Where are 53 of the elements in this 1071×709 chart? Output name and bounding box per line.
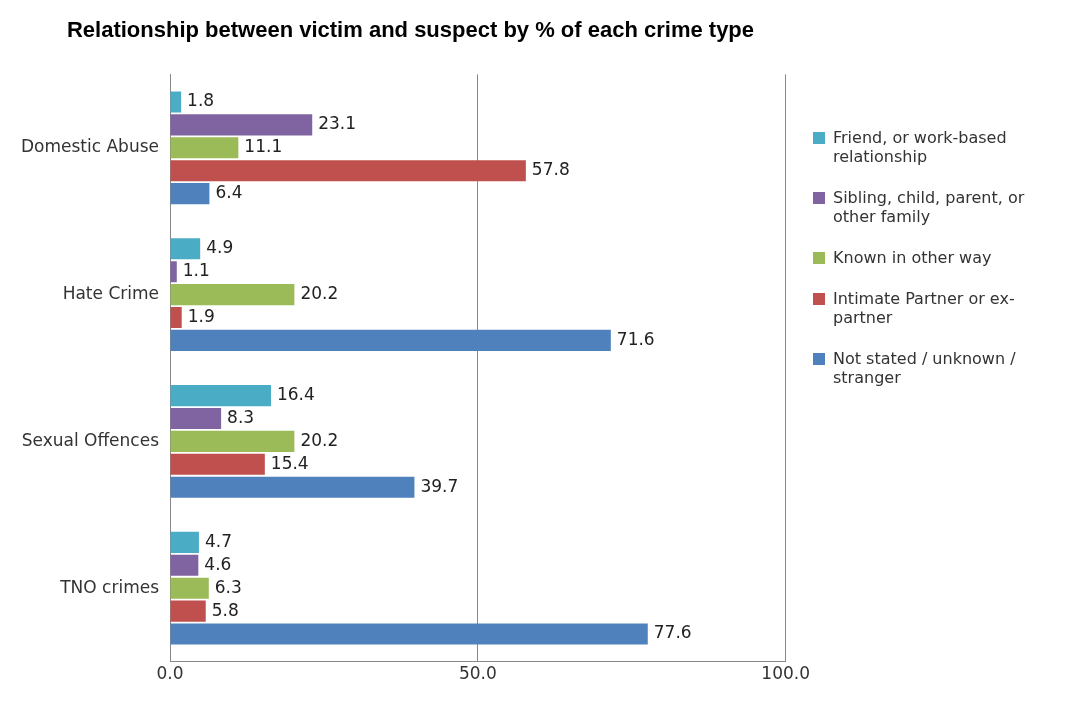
bar xyxy=(170,430,295,452)
bar xyxy=(170,407,222,430)
chart-title: Relationship between victim and suspect by % of each crime type xyxy=(66,17,755,43)
legend-label: Not stated / unknown / stranger xyxy=(833,349,1017,387)
data-label: 4.6 xyxy=(204,553,232,574)
bar xyxy=(170,554,199,576)
bar xyxy=(170,183,210,205)
bar xyxy=(170,329,611,351)
bar xyxy=(170,261,177,283)
data-label: 5.8 xyxy=(211,599,239,620)
data-label: 20.2 xyxy=(300,429,339,450)
bar xyxy=(170,137,239,159)
legend-label: Sibling, child, parent, or other family xyxy=(833,188,1026,226)
data-label: 4.7 xyxy=(204,530,232,551)
y-tick-label: Sexual Offences xyxy=(21,429,160,450)
data-label: 4.9 xyxy=(206,237,234,258)
bar xyxy=(170,476,415,498)
data-label: 1.9 xyxy=(187,305,215,326)
data-label: 8.3 xyxy=(227,406,255,427)
bar xyxy=(170,160,526,182)
data-label: 16.4 xyxy=(276,384,315,405)
data-label: 6.4 xyxy=(215,182,243,203)
data-label: 1.8 xyxy=(187,90,215,111)
data-label: 20.2 xyxy=(300,283,339,304)
data-label: 57.8 xyxy=(531,159,570,180)
y-tick-label: Hate Crime xyxy=(62,283,160,304)
data-label: 1.1 xyxy=(182,260,210,281)
bar xyxy=(170,306,182,329)
data-label: 77.6 xyxy=(653,622,692,643)
y-tick-label: Domestic Abuse xyxy=(20,136,160,157)
bar xyxy=(170,531,199,553)
bar xyxy=(170,385,271,407)
x-tick-label: 50.0 xyxy=(458,663,497,684)
bar xyxy=(170,91,182,113)
bar xyxy=(170,577,209,599)
data-label: 6.3 xyxy=(214,576,242,597)
x-tick-label: 100.0 xyxy=(761,663,810,684)
data-label: 71.6 xyxy=(616,328,655,349)
data-label: 15.4 xyxy=(270,452,309,473)
data-label: 11.1 xyxy=(244,136,283,157)
legend-label: Intimate Partner or ex-partner xyxy=(833,289,1016,327)
bar xyxy=(170,623,648,645)
bar xyxy=(170,114,313,136)
data-label: 23.1 xyxy=(318,113,357,134)
legend-label: Friend, or work-based relationship xyxy=(833,128,1008,166)
bar xyxy=(170,238,201,260)
bar xyxy=(170,284,295,306)
bar xyxy=(170,600,206,622)
y-tick-label: TNO crimes xyxy=(59,576,160,597)
data-label: 39.7 xyxy=(420,475,459,496)
x-tick-label: 0.0 xyxy=(156,663,184,684)
bar xyxy=(170,453,265,475)
legend-label: Known in other way xyxy=(833,248,992,267)
